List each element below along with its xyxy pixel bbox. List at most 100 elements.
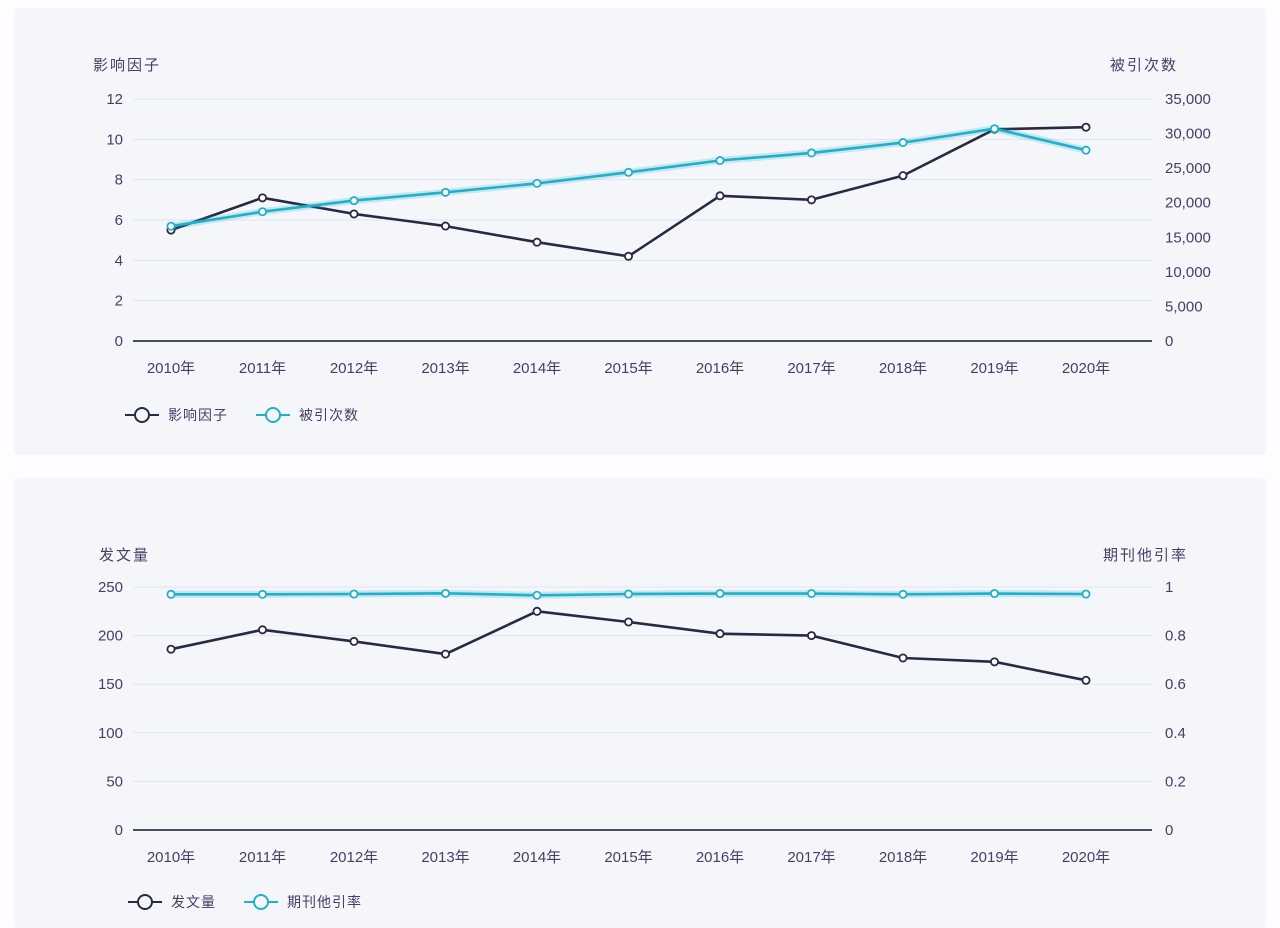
right-axis-tick-label: 0.6 bbox=[1165, 676, 1186, 693]
data-point-marker[interactable] bbox=[1081, 145, 1091, 155]
data-point-marker[interactable] bbox=[257, 207, 267, 217]
left-axis-tick-label: 150 bbox=[98, 676, 123, 693]
publications-citation-rate-chart: 250 200 150 100 50 0 1 0.8 0.6 0.4 0.2 0 2010年 2011年 2… bbox=[98, 579, 1186, 866]
data-point-marker[interactable] bbox=[715, 156, 725, 166]
right-axis-tick-label: 35,000 bbox=[1165, 91, 1211, 108]
x-axis-label: 2014年 bbox=[513, 849, 561, 866]
right-axis-title: 期刊他引率 bbox=[1102, 547, 1188, 564]
legend-item-publications[interactable]: 发文量 bbox=[128, 892, 216, 912]
data-point-marker[interactable] bbox=[1081, 675, 1091, 685]
left-axis-tick-label: 50 bbox=[106, 773, 123, 790]
x-axis-label: 2017年 bbox=[787, 360, 835, 377]
data-point-marker[interactable] bbox=[440, 588, 450, 598]
right-axis-tick-label: 1 bbox=[1165, 579, 1173, 596]
legend-label: 期刊他引率 bbox=[287, 894, 362, 910]
data-point-marker[interactable] bbox=[1081, 589, 1091, 599]
legend-label: 影响因子 bbox=[168, 407, 228, 423]
data-point-marker[interactable] bbox=[257, 589, 267, 599]
data-point-marker[interactable] bbox=[532, 237, 542, 247]
x-axis-label: 2013年 bbox=[421, 849, 469, 866]
x-axis-label: 2014年 bbox=[513, 360, 561, 377]
legend-item-citations[interactable]: 被引次数 bbox=[256, 405, 359, 425]
data-point-marker[interactable] bbox=[807, 589, 817, 599]
right-axis-title: 被引次数 bbox=[1109, 57, 1178, 74]
data-point-marker[interactable] bbox=[715, 589, 725, 599]
x-axis-label: 2010年 bbox=[147, 360, 195, 377]
right-axis-tick-label: 30,000 bbox=[1165, 126, 1211, 143]
x-axis-label: 2012年 bbox=[330, 360, 378, 377]
left-axis-title: 发文量 bbox=[99, 547, 151, 564]
x-axis-label: 2013年 bbox=[421, 360, 469, 377]
data-point-marker[interactable] bbox=[715, 191, 725, 201]
data-point-marker[interactable] bbox=[532, 590, 542, 600]
x-axis-label: 2015年 bbox=[604, 849, 652, 866]
data-point-marker[interactable] bbox=[166, 589, 176, 599]
data-point-marker[interactable] bbox=[257, 193, 267, 203]
data-point-marker[interactable] bbox=[257, 625, 267, 635]
impact-factor-citations-chart-card: 12 10 8 6 4 2 0 35,000 30,000 25,000 20,000 15,000 1… bbox=[14, 8, 1266, 455]
right-axis-tick-label: 20,000 bbox=[1165, 195, 1211, 212]
series-line bbox=[169, 127, 1088, 228]
line-series-marker-icon bbox=[256, 406, 290, 424]
data-point-marker[interactable] bbox=[166, 221, 176, 231]
data-point-marker[interactable] bbox=[349, 196, 359, 206]
left-axis-title: 影响因子 bbox=[93, 57, 162, 74]
x-axis-label: 2015年 bbox=[604, 360, 652, 377]
line-series-marker-icon bbox=[125, 406, 159, 424]
data-point-marker[interactable] bbox=[624, 251, 634, 261]
x-axis-label: 2018年 bbox=[879, 360, 927, 377]
data-point-marker[interactable] bbox=[532, 606, 542, 616]
data-point-marker[interactable] bbox=[349, 209, 359, 219]
series-line-halo bbox=[170, 125, 1087, 230]
right-axis-tick-label: 0 bbox=[1165, 333, 1173, 350]
data-point-marker[interactable] bbox=[990, 657, 1000, 667]
left-axis-tick-label: 200 bbox=[98, 628, 123, 645]
data-point-marker[interactable] bbox=[532, 178, 542, 188]
legend-item-impact-factor[interactable]: 影响因子 bbox=[125, 405, 228, 425]
data-point-marker[interactable] bbox=[807, 631, 817, 641]
right-axis-tick-label: 0 bbox=[1165, 822, 1173, 839]
data-point-marker[interactable] bbox=[349, 589, 359, 599]
left-axis-tick-label: 6 bbox=[115, 212, 123, 229]
x-axis-label: 2020年 bbox=[1062, 849, 1110, 866]
data-point-marker[interactable] bbox=[624, 617, 634, 627]
data-point-marker[interactable] bbox=[807, 195, 817, 205]
right-axis-tick-label: 10,000 bbox=[1165, 264, 1211, 281]
data-point-marker[interactable] bbox=[440, 187, 450, 197]
x-axis-label: 2017年 bbox=[787, 849, 835, 866]
series-line bbox=[169, 125, 1088, 258]
right-axis-tick-label: 0.4 bbox=[1165, 725, 1186, 742]
data-point-marker[interactable] bbox=[440, 649, 450, 659]
chart-legend: 影响因子 被引次数 bbox=[125, 405, 359, 425]
data-point-marker[interactable] bbox=[898, 653, 908, 663]
x-axis-label: 2011年 bbox=[239, 360, 286, 377]
data-point-marker[interactable] bbox=[898, 589, 908, 599]
left-axis-tick-label: 8 bbox=[115, 172, 123, 189]
data-point-marker[interactable] bbox=[1081, 122, 1091, 132]
left-axis-tick-label: 0 bbox=[115, 822, 123, 839]
legend-label: 发文量 bbox=[171, 894, 216, 910]
data-point-marker[interactable] bbox=[349, 636, 359, 646]
left-axis-tick-label: 4 bbox=[115, 252, 123, 269]
data-point-marker[interactable] bbox=[440, 221, 450, 231]
right-axis-tick-label: 0.8 bbox=[1165, 628, 1186, 645]
x-axis-label: 2019年 bbox=[970, 849, 1018, 866]
data-point-marker[interactable] bbox=[898, 171, 908, 181]
x-axis-label: 2012年 bbox=[330, 849, 378, 866]
data-point-marker[interactable] bbox=[898, 138, 908, 148]
left-axis-tick-label: 2 bbox=[115, 293, 123, 310]
data-point-marker[interactable] bbox=[990, 124, 1000, 134]
data-point-marker[interactable] bbox=[166, 644, 176, 654]
legend-label: 被引次数 bbox=[299, 407, 359, 423]
line-series-marker-icon bbox=[128, 893, 162, 911]
x-axis-label: 2011年 bbox=[239, 849, 286, 866]
legend-item-other-citation-rate[interactable]: 期刊他引率 bbox=[244, 892, 362, 912]
left-axis-tick-label: 250 bbox=[98, 579, 123, 596]
data-point-marker[interactable] bbox=[990, 589, 1000, 599]
data-point-marker[interactable] bbox=[807, 148, 817, 158]
data-point-marker[interactable] bbox=[715, 629, 725, 639]
data-point-marker[interactable] bbox=[624, 167, 634, 177]
data-point-marker[interactable] bbox=[624, 589, 634, 599]
left-axis-tick-label: 0 bbox=[115, 333, 123, 350]
right-axis-tick-label: 15,000 bbox=[1165, 229, 1211, 246]
